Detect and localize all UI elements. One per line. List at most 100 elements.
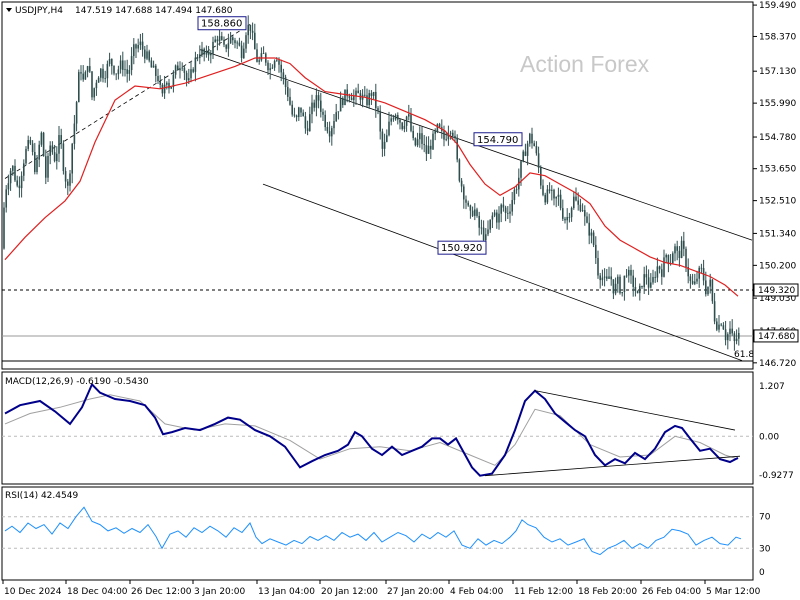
price-tick-label: 157.130 — [759, 67, 796, 77]
candle-body — [689, 276, 692, 282]
annotation-label: 158.860 — [201, 19, 242, 30]
candle-body — [174, 65, 177, 75]
candle-body — [214, 39, 216, 42]
candle-body — [25, 148, 27, 164]
candle-body — [166, 82, 168, 85]
candle-body — [667, 254, 670, 265]
candle-body — [383, 141, 386, 149]
candle-body — [722, 325, 725, 330]
candle-body — [623, 275, 626, 292]
candle-body — [29, 139, 32, 144]
macd-label: MACD(12,26,9) -0.6190 -0.5430 — [5, 377, 149, 387]
candle-body — [372, 91, 375, 96]
symbol-header: USDJPY,H4 147.519 147.688 147.494 147.68… — [6, 6, 233, 16]
candle-body — [423, 143, 425, 146]
candle-body — [80, 72, 82, 74]
candle-body — [705, 280, 707, 295]
candle-body — [124, 69, 126, 71]
candle-body — [350, 97, 353, 101]
candle-body — [20, 175, 23, 189]
time-tick-label: 26 Dec 12:00 — [131, 587, 192, 597]
candle-body — [691, 281, 694, 284]
candle-body — [95, 82, 98, 89]
annotation-label: 150.920 — [441, 243, 482, 254]
annotation-box — [437, 240, 487, 255]
candle-body — [60, 135, 62, 144]
candle-body — [599, 275, 601, 281]
candle-body — [304, 116, 307, 129]
candle-body — [168, 82, 170, 89]
candle-body — [14, 165, 16, 181]
candle-body — [75, 102, 78, 124]
candle-body — [579, 204, 582, 211]
candle-body — [177, 65, 179, 71]
candle-body — [238, 42, 241, 46]
candle-body — [392, 118, 395, 120]
rsi-line — [4, 506, 742, 556]
candle-body — [137, 45, 139, 49]
candle-body — [588, 222, 590, 236]
candle-body — [507, 212, 509, 214]
candle-body — [720, 324, 722, 326]
time-tick-label: 4 Feb 04:00 — [450, 587, 504, 597]
candle-body — [7, 183, 10, 190]
rsi-tick-label: 30 — [759, 544, 771, 554]
candle-body — [625, 275, 628, 277]
candle-body — [617, 276, 619, 284]
candle-body — [199, 54, 201, 59]
candle-body — [485, 234, 487, 241]
candle-body — [733, 333, 736, 342]
candle-body — [152, 65, 155, 68]
candle-body — [738, 332, 740, 339]
macd-tick-label: -0.9277 — [759, 471, 794, 481]
candle-body — [529, 133, 531, 144]
candle-body — [331, 128, 333, 137]
candle-body — [368, 93, 370, 106]
candle-body — [203, 48, 205, 55]
candle-body — [447, 133, 450, 140]
candle-body — [614, 283, 617, 294]
candle-body — [317, 95, 320, 101]
candle-body — [194, 57, 197, 72]
candle-body — [471, 210, 474, 216]
candle-body — [36, 159, 38, 173]
candle-body — [727, 334, 729, 341]
candle-body — [108, 59, 111, 64]
candle-body — [419, 133, 421, 140]
candle-body — [504, 207, 507, 213]
candle-body — [493, 212, 496, 216]
candle-body — [300, 107, 302, 113]
candle-body — [647, 277, 650, 288]
candle-body — [133, 44, 135, 57]
candle-body — [729, 328, 731, 335]
candle-body — [434, 131, 436, 134]
candle-body — [595, 244, 597, 259]
candle-body — [610, 276, 612, 280]
candle-body — [89, 66, 91, 72]
candle-body — [260, 53, 263, 61]
candle-body — [342, 98, 344, 106]
candle-body — [348, 96, 351, 98]
annotation-box — [197, 16, 247, 31]
candle-body — [364, 94, 366, 96]
candle-body — [408, 114, 410, 117]
candle-body — [223, 39, 225, 45]
candle-body — [205, 51, 208, 55]
channel-lower — [262, 183, 743, 361]
time-tick-label: 26 Feb 04:00 — [642, 587, 701, 597]
candle-body — [430, 145, 432, 150]
candle-body — [386, 135, 388, 142]
candle-body — [581, 210, 584, 211]
candle-body — [401, 122, 403, 129]
rsi-label: RSI(14) 42.4549 — [5, 491, 78, 501]
candle-body — [278, 60, 280, 65]
moving-average-line — [4, 57, 739, 297]
candle-body — [612, 279, 615, 294]
candle-body — [553, 189, 555, 199]
candle-body — [687, 267, 689, 277]
candle-body — [91, 71, 93, 98]
candle-body — [460, 180, 463, 187]
candle-body — [377, 108, 379, 111]
candle-body — [234, 40, 236, 44]
